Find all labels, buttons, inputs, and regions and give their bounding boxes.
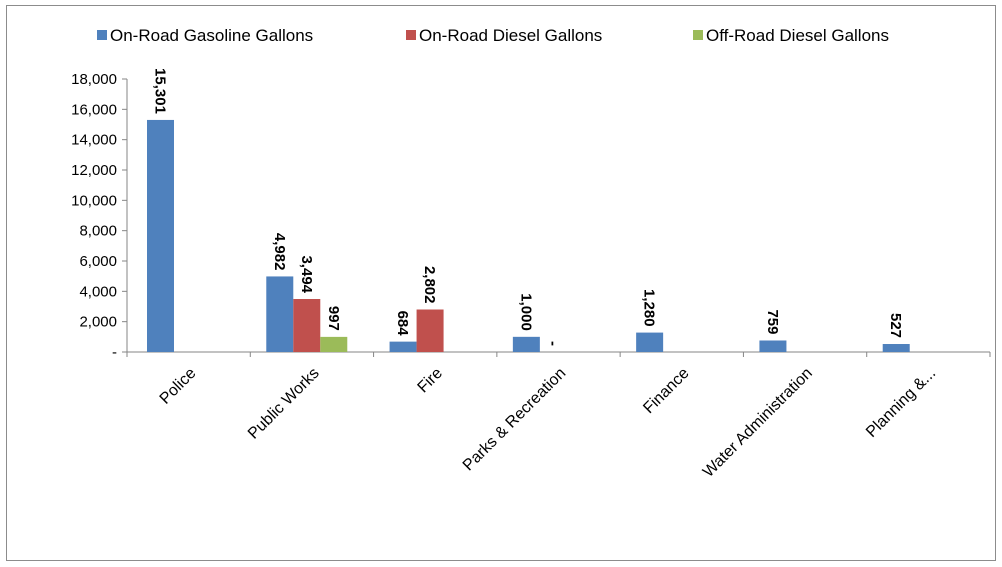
y-tick-label: 12,000: [71, 162, 117, 179]
bar: [759, 340, 787, 352]
x-category-label: Parks & Recreation: [460, 365, 569, 474]
bar: [293, 299, 321, 352]
y-tick-label: 6,000: [79, 253, 117, 270]
x-category-label: Fire: [415, 365, 447, 397]
y-tick-label: 8,000: [79, 223, 117, 240]
legend: On-Road Gasoline Gallons On-Road Diesel G…: [97, 26, 889, 45]
x-category-label: Police: [157, 365, 200, 408]
x-category-label: Planning &...: [863, 365, 939, 441]
y-tick-label: 16,000: [71, 101, 117, 118]
y-tick-label: 4,000: [79, 283, 117, 300]
y-tick-label: 10,000: [71, 192, 117, 209]
bar: [320, 336, 348, 352]
bar: [266, 276, 294, 352]
y-tick-label: 14,000: [71, 132, 117, 149]
y-tick-label: 18,000: [71, 71, 117, 88]
legend-swatch: [693, 30, 703, 40]
data-label: 1,000: [517, 293, 534, 331]
legend-swatch: [406, 30, 416, 40]
legend-swatch: [97, 30, 107, 40]
x-category-label: Public Works: [245, 365, 323, 443]
y-tick-label: -: [112, 344, 117, 361]
legend-label: Off-Road Diesel Gallons: [706, 26, 889, 45]
data-label: 759: [764, 309, 781, 334]
data-label: 684: [394, 311, 411, 337]
data-label: 15,301: [152, 68, 169, 114]
x-category-label: Finance: [640, 365, 692, 417]
bar: [389, 341, 417, 352]
x-category-label: Water Administration: [700, 365, 816, 481]
data-label: 997: [325, 306, 342, 331]
data-label: 3,494: [298, 255, 315, 293]
data-label: 2,802: [421, 266, 438, 304]
bar: [512, 336, 540, 352]
data-label: 527: [887, 313, 904, 338]
y-tick-label: 2,000: [79, 314, 117, 331]
data-label: -: [544, 341, 561, 346]
data-label: 4,982: [271, 233, 288, 271]
bar: [882, 344, 910, 352]
data-label: 1,280: [641, 289, 658, 327]
bar: [636, 332, 664, 352]
legend-label: On-Road Diesel Gallons: [419, 26, 602, 45]
bar: [147, 119, 174, 352]
legend-label: On-Road Gasoline Gallons: [110, 26, 313, 45]
bar: [416, 309, 444, 352]
